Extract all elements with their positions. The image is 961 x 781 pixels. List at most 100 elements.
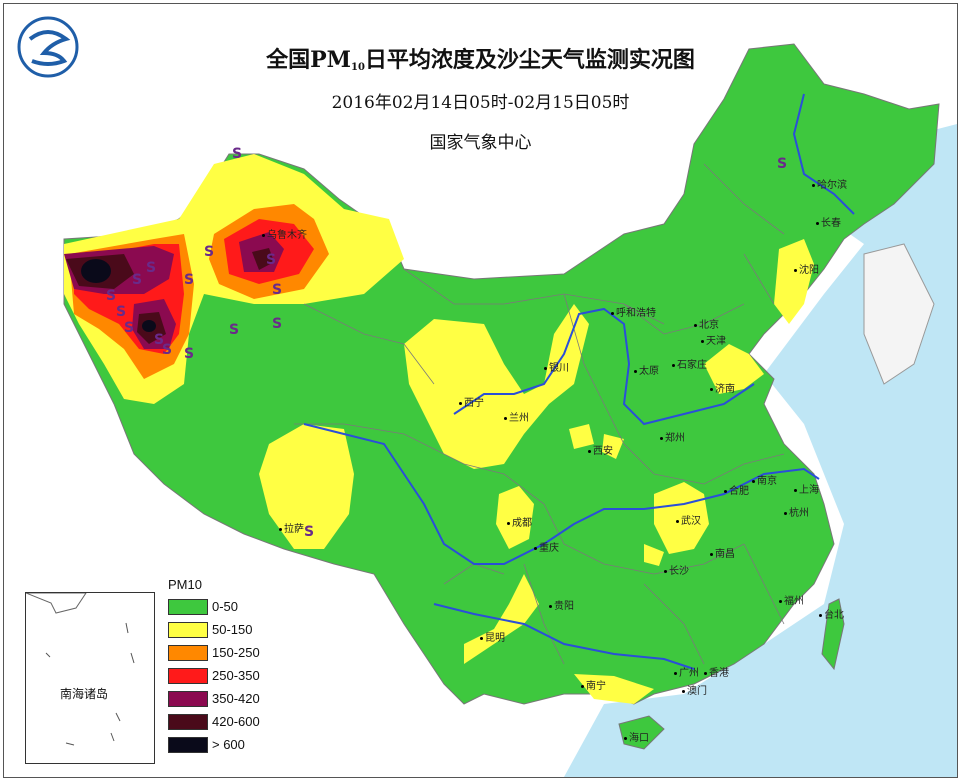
dust-symbol: S xyxy=(232,146,243,162)
city-name: 哈尔滨 xyxy=(817,180,847,191)
legend-swatch xyxy=(168,714,208,730)
title-part: 日平均浓度及沙尘天气监测实况图 xyxy=(364,47,695,73)
dust-symbol: S xyxy=(124,320,135,336)
city-name: 广州 xyxy=(679,668,699,679)
city-dot-icon xyxy=(794,268,797,272)
city-dot-icon xyxy=(676,519,679,523)
legend-label: 150-250 xyxy=(212,645,260,660)
city-dot-icon xyxy=(819,613,822,617)
city-dot-icon xyxy=(724,489,727,493)
city-name: 兰州 xyxy=(509,413,529,424)
legend-swatch xyxy=(168,599,208,615)
city-label: 拉萨 xyxy=(279,520,304,535)
city-label: 银川 xyxy=(544,359,569,374)
city-dot-icon xyxy=(549,604,552,608)
city-name: 石家庄 xyxy=(677,360,707,371)
city-label: 福州 xyxy=(779,592,804,607)
city-dot-icon xyxy=(816,221,819,225)
city-dot-icon xyxy=(779,599,782,603)
legend-swatch xyxy=(168,737,208,753)
sea-area xyxy=(564,124,957,777)
dust-symbol: S xyxy=(184,346,195,362)
legend-item: > 600 xyxy=(168,735,288,754)
city-name: 海口 xyxy=(629,733,649,744)
dust-symbol: S xyxy=(106,288,117,304)
city-label: 长沙 xyxy=(664,562,689,577)
city-label: 石家庄 xyxy=(672,356,707,371)
city-label: 海口 xyxy=(624,729,649,744)
city-label: 济南 xyxy=(710,380,735,395)
city-label: 郑州 xyxy=(660,429,685,444)
city-label: 北京 xyxy=(694,316,719,331)
legend-label: 350-420 xyxy=(212,691,260,706)
city-name: 合肥 xyxy=(729,486,749,497)
dust-symbol: S xyxy=(184,272,195,288)
city-dot-icon xyxy=(784,511,787,515)
city-name: 北京 xyxy=(699,320,719,331)
city-label: 长春 xyxy=(816,214,841,229)
city-dot-icon xyxy=(611,311,614,315)
city-dot-icon xyxy=(812,183,815,187)
city-name: 长春 xyxy=(821,218,841,229)
city-dot-icon xyxy=(752,479,755,483)
legend-label: > 600 xyxy=(212,737,245,752)
city-dot-icon xyxy=(624,736,627,740)
map-frame: 全国PM10日平均浓度及沙尘天气监测实况图 2016年02月14日05时-02月… xyxy=(3,3,958,778)
dust-symbol: S xyxy=(266,252,277,268)
city-name: 南京 xyxy=(757,476,777,487)
city-dot-icon xyxy=(794,488,797,492)
taiwan-island xyxy=(821,598,845,671)
city-dot-icon xyxy=(660,436,663,440)
legend-swatch xyxy=(168,622,208,638)
map-title: 全国PM10日平均浓度及沙尘天气监测实况图 xyxy=(4,42,957,74)
legend-item: 250-350 xyxy=(168,666,288,685)
city-name: 上海 xyxy=(799,485,819,496)
dust-symbol: S xyxy=(162,342,173,358)
city-dot-icon xyxy=(507,521,510,525)
dust-symbol: S xyxy=(272,282,283,298)
city-label: 贵阳 xyxy=(549,597,574,612)
city-name: 西宁 xyxy=(464,398,484,409)
city-dot-icon xyxy=(262,233,265,237)
city-label: 西安 xyxy=(588,442,613,457)
city-dot-icon xyxy=(504,416,507,420)
legend-item: 50-150 xyxy=(168,620,288,639)
city-label: 呼和浩特 xyxy=(611,304,656,319)
inset-map xyxy=(25,592,135,746)
legend-label: 250-350 xyxy=(212,668,260,683)
city-name: 呼和浩特 xyxy=(616,308,656,319)
legend-item: 0-50 xyxy=(168,597,288,616)
city-label: 乌鲁木齐 xyxy=(262,226,307,241)
city-label: 香港 xyxy=(704,664,729,679)
dust-symbol: S xyxy=(154,332,165,348)
legend-label: 0-50 xyxy=(212,599,239,614)
legend-swatch xyxy=(168,668,208,684)
province-borders xyxy=(294,163,785,665)
city-dot-icon xyxy=(701,339,704,343)
legend-title: PM10 xyxy=(168,577,202,592)
city-dot-icon xyxy=(581,684,584,688)
dust-symbol: S xyxy=(146,260,157,276)
legend-label: 420-600 xyxy=(212,714,260,729)
map-issuer: 国家气象中心 xyxy=(429,133,532,153)
city-dot-icon xyxy=(279,527,282,531)
city-name: 武汉 xyxy=(681,516,701,527)
cma-logo xyxy=(17,16,79,78)
city-name: 西安 xyxy=(593,446,613,457)
city-label: 杭州 xyxy=(784,504,809,519)
city-label: 上海 xyxy=(794,481,819,496)
city-dot-icon xyxy=(674,671,677,675)
legend-label: 50-150 xyxy=(212,622,253,637)
pm10-map xyxy=(17,16,957,777)
dust-symbol: S xyxy=(777,156,788,172)
hainan-island xyxy=(618,715,665,750)
city-label: 重庆 xyxy=(534,539,559,554)
dust-symbol: S xyxy=(116,304,127,320)
city-name: 乌鲁木齐 xyxy=(267,230,307,241)
title-subscript: 10 xyxy=(350,62,365,73)
city-label: 成都 xyxy=(507,514,532,529)
city-label: 武汉 xyxy=(676,512,701,527)
city-label: 澳门 xyxy=(682,682,707,697)
city-name: 银川 xyxy=(549,363,569,374)
zone-gt-600 xyxy=(81,259,156,332)
